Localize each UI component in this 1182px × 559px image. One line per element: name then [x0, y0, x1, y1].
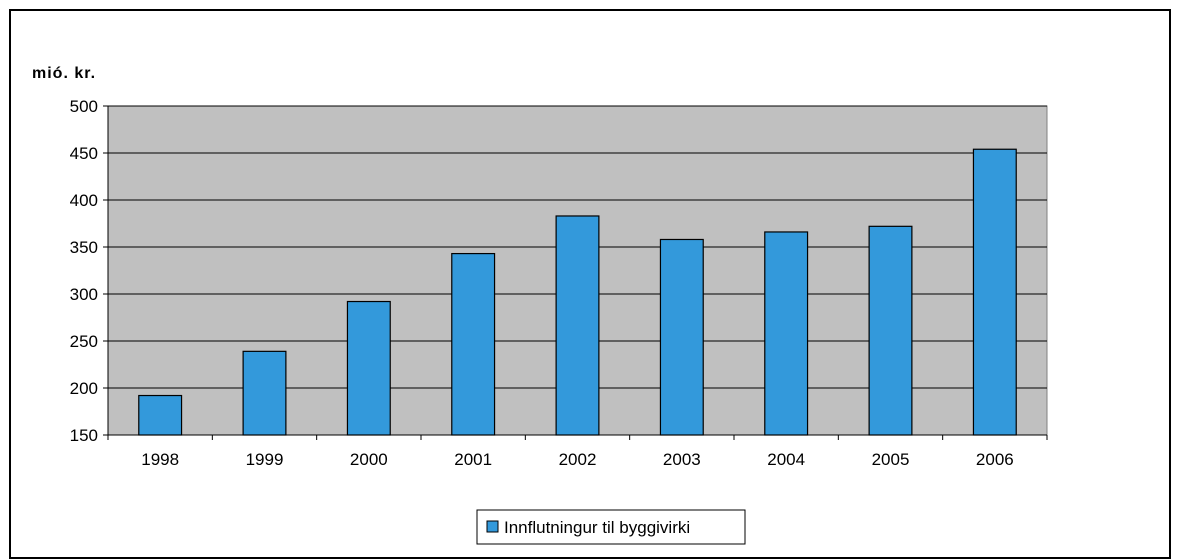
x-tick-label: 2005: [872, 450, 910, 469]
bar-2002: [555, 215, 600, 436]
y-tick-label: 300: [70, 285, 98, 304]
y-tick-label: 200: [70, 379, 98, 398]
x-tick-label: 1999: [246, 450, 284, 469]
legend-label: Innflutningur til byggivirki: [504, 518, 690, 537]
x-tick-label: 2004: [767, 450, 805, 469]
bar-2003: [659, 238, 704, 436]
x-tick-label: 2003: [663, 450, 701, 469]
x-tick-label: 2006: [976, 450, 1014, 469]
x-tick-label: 1998: [141, 450, 179, 469]
bar-2004: [764, 231, 809, 436]
y-axis-title: mió. kr.: [32, 65, 96, 82]
legend-swatch: [486, 520, 499, 533]
y-tick-label: 350: [70, 238, 98, 257]
y-tick-label: 400: [70, 191, 98, 210]
legend-box: [476, 509, 746, 545]
bar-2006: [972, 148, 1017, 436]
y-tick-label: 450: [70, 144, 98, 163]
x-tick-label: 2002: [559, 450, 597, 469]
y-tick-label: 150: [70, 426, 98, 445]
legend: Innflutningur til byggivirki: [476, 509, 746, 545]
bar-1999: [242, 350, 287, 436]
y-tick-label: 250: [70, 332, 98, 351]
x-tick-label: 2000: [350, 450, 388, 469]
bar-2001: [451, 252, 496, 436]
bar-2000: [346, 300, 391, 436]
x-tick-label: 2001: [454, 450, 492, 469]
bar-1998: [138, 394, 183, 436]
y-tick-label: 500: [70, 97, 98, 116]
bar-2005: [868, 225, 913, 436]
